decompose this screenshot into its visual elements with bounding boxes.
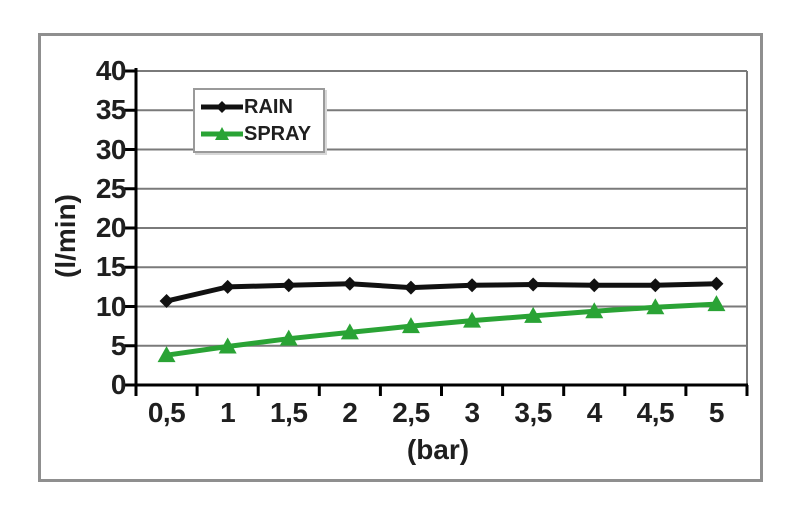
spray-marker <box>463 311 482 328</box>
spray-marker <box>401 317 420 334</box>
rain-marker <box>648 278 663 293</box>
x-tick-label: 2,5 <box>392 397 430 428</box>
spray-marker-icon <box>201 127 243 140</box>
x-tick-label: 2 <box>342 397 358 428</box>
y-tick-label: 35 <box>95 94 127 126</box>
spray-marker <box>218 337 237 354</box>
spray-marker <box>340 323 359 340</box>
spray-marker <box>279 329 298 346</box>
spray-marker <box>707 295 726 312</box>
rain-series-line <box>164 281 719 304</box>
y-tick-label: 10 <box>95 290 127 322</box>
x-tick-label: 5 <box>708 397 725 428</box>
y-tick-label: 25 <box>95 172 127 204</box>
legend-item-spray: SPRAY <box>201 122 311 146</box>
y-tick-label: 20 <box>95 212 127 243</box>
spray-marker <box>646 298 665 315</box>
legend-label: RAIN <box>244 95 293 118</box>
rain-marker <box>220 279 235 294</box>
x-axis-label: (bar) <box>406 434 470 465</box>
y-tick-label: 0 <box>110 369 127 400</box>
y-tick-label: 5 <box>110 329 127 361</box>
rain-marker-icon <box>201 101 243 113</box>
x-tick-label: 1,5 <box>270 397 308 428</box>
legend-item-rain: RAIN <box>201 95 311 119</box>
spray-marker <box>157 346 176 363</box>
spray-series-line <box>164 301 719 358</box>
x-tick-label: 3 <box>464 397 481 428</box>
x-tick-label: 0,5 <box>147 397 186 428</box>
legend-label: SPRAY <box>244 122 312 145</box>
rain-marker <box>403 280 418 295</box>
rain-marker <box>587 278 602 293</box>
rain-marker <box>281 278 296 293</box>
rain-marker <box>342 276 357 291</box>
spray-marker <box>585 302 604 319</box>
spray-marker <box>524 306 543 323</box>
y-tick-label: 30 <box>95 133 127 165</box>
rain-marker <box>159 294 174 309</box>
rain-marker <box>709 276 724 291</box>
chart-frame <box>38 33 763 482</box>
y-tick-label: 40 <box>95 55 127 86</box>
rain-marker <box>465 278 480 293</box>
legend: RAIN SPRAY <box>193 88 326 153</box>
y-tick-label: 15 <box>95 251 127 283</box>
x-tick-label: 1 <box>220 397 236 428</box>
x-tick-label: 4 <box>586 397 603 428</box>
rain-marker <box>526 277 541 292</box>
x-tick-label: 3,5 <box>514 397 552 428</box>
x-tick-label: 4,5 <box>636 397 675 428</box>
